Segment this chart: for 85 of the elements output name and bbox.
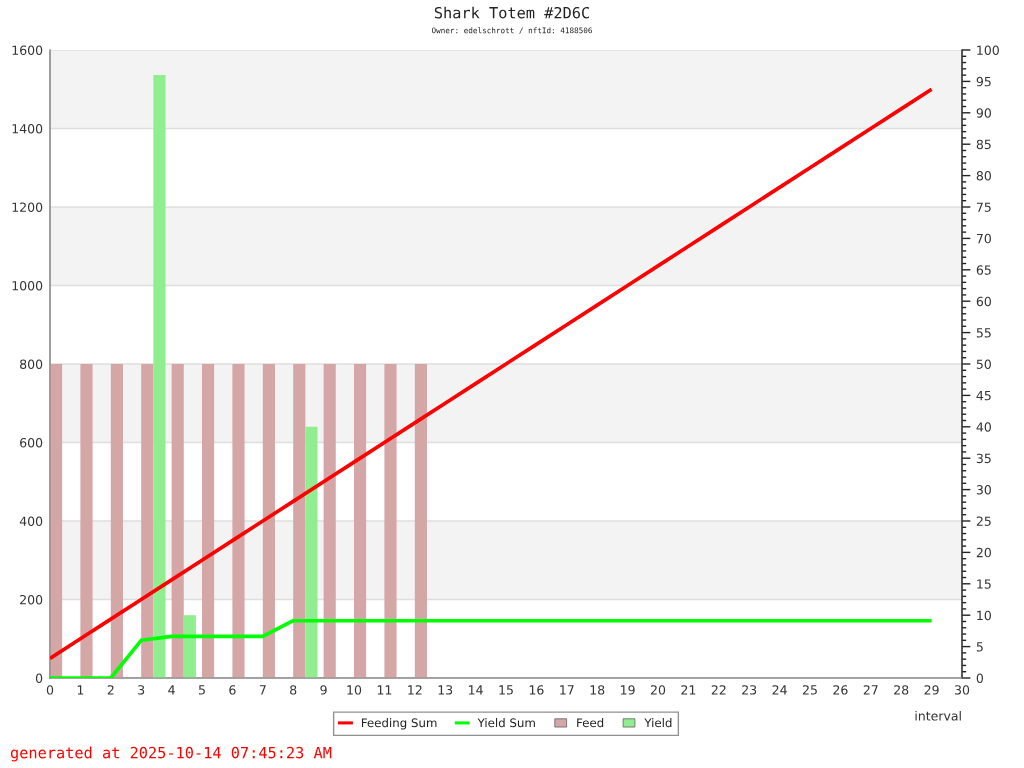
line-series — [50, 618, 934, 678]
x-tick-label: 30 — [955, 685, 970, 695]
x-tick-label: 28 — [894, 685, 909, 695]
legend-label: Yield — [644, 718, 672, 728]
bar — [141, 364, 154, 678]
x-tick-label: 6 — [229, 685, 236, 695]
x-tick-label: 26 — [833, 685, 848, 695]
x-tick-label: 11 — [377, 685, 392, 695]
bar — [183, 615, 196, 678]
y2-tick-label: 20 — [976, 547, 991, 558]
x-tick-label: 24 — [772, 685, 787, 695]
y2-tick-label: 45 — [976, 391, 991, 401]
bar — [323, 364, 336, 678]
y2-tick-label: 10 — [977, 610, 991, 621]
x-tick-label: 29 — [924, 685, 939, 695]
y2-tick-label: 50 — [976, 359, 991, 369]
y2-tick-label: 80 — [976, 171, 991, 181]
x-tick-label: 21 — [681, 685, 696, 695]
y2-tick-label: 5 — [976, 642, 983, 652]
x-tick-label: 7 — [259, 685, 266, 695]
x-tick-label: 17 — [560, 685, 574, 695]
x-axis-title: interval — [915, 710, 961, 721]
x-tick-label: 0 — [46, 685, 54, 695]
x-tick-label: 5 — [198, 685, 205, 695]
x-tick-label: 1 — [77, 685, 84, 695]
y-tick-label: 400 — [19, 516, 43, 526]
x-tick-label: 4 — [168, 685, 175, 695]
y-tick-label: 1400 — [12, 123, 43, 134]
x-tick-label: 18 — [590, 685, 605, 695]
x-tick-label: 10 — [347, 685, 362, 695]
x-tick-label: 23 — [742, 685, 757, 695]
y-tick-label: 1000 — [12, 280, 43, 291]
y2-tick-label: 60 — [976, 296, 991, 307]
bar — [293, 364, 306, 678]
y2-tick-label: 15 — [977, 579, 991, 589]
y2-tick-label: 25 — [976, 516, 991, 526]
x-tick-label: 3 — [138, 685, 145, 695]
x-tick-label: 9 — [320, 685, 327, 695]
x-tick-label: 2 — [107, 685, 114, 695]
text: generated at 2025-10-14 07:45:23 AM — [10, 746, 332, 762]
y2-tick-label: 35 — [976, 453, 991, 464]
y2-tick-label: 55 — [976, 328, 991, 338]
bar — [80, 364, 93, 678]
x-tick-label: 22 — [711, 685, 726, 695]
bar — [171, 364, 184, 678]
y-tick-label: 200 — [20, 594, 43, 605]
x-tick-label: 12 — [408, 685, 422, 695]
y2-tick-label: 95 — [976, 76, 991, 87]
chart-title: Shark Totem #2D6C — [434, 6, 589, 19]
y-tick-label: 600 — [20, 437, 43, 448]
y2-tick-label: 0 — [976, 673, 984, 683]
y2-tick-label: 75 — [976, 202, 991, 212]
bar — [384, 364, 397, 678]
legend-label: Feed — [577, 718, 604, 728]
bar — [202, 364, 215, 678]
line-series — [50, 87, 934, 661]
x-tick-label: 13 — [438, 685, 453, 695]
y2-tick-label: 30 — [976, 485, 991, 495]
x-tick-label: 15 — [499, 685, 513, 695]
y-tick-label: 0 — [35, 673, 43, 683]
bar — [232, 364, 245, 678]
bar — [262, 364, 275, 678]
bar — [354, 364, 367, 678]
y2-tick-label: 70 — [976, 233, 991, 244]
x-tick-label: 27 — [863, 685, 878, 695]
y2-tick-label: 100 — [977, 45, 999, 55]
bar — [305, 426, 318, 678]
bar — [110, 364, 123, 678]
bar — [153, 75, 166, 678]
y-tick-label: 1200 — [12, 202, 43, 212]
x-tick-label: 16 — [529, 685, 544, 695]
x-tick-label: 8 — [290, 685, 297, 695]
x-tick-label: 19 — [621, 685, 635, 695]
y2-tick-label: 85 — [976, 139, 991, 150]
x-tick-label: 25 — [802, 685, 817, 695]
y-tick-label: 800 — [20, 359, 43, 369]
y2-tick-label: 40 — [976, 422, 991, 432]
legend-label: Feeding Sum — [361, 718, 437, 730]
y2-tick-label: 65 — [976, 265, 991, 275]
x-tick-label: 20 — [650, 685, 666, 695]
y-tick-label: 1600 — [12, 45, 43, 55]
x-tick-label: 14 — [469, 685, 483, 695]
bar — [414, 364, 427, 678]
y2-tick-label: 90 — [976, 108, 991, 118]
legend-label: Yield Sum — [477, 718, 535, 728]
